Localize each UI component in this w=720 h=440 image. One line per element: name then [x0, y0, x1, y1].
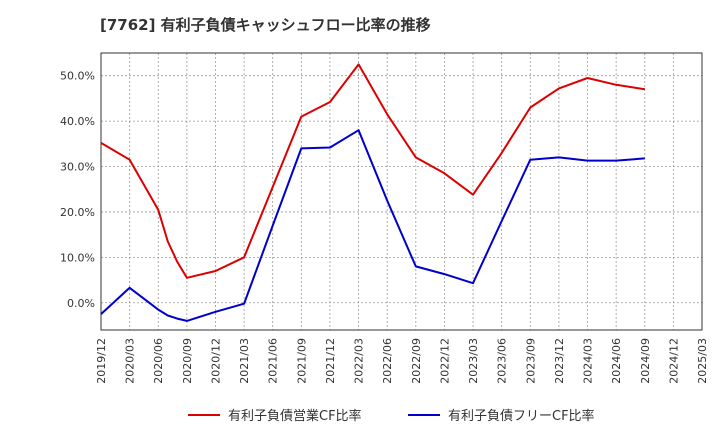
x-tick-label: 2020/09	[181, 338, 194, 384]
x-tick-label: 2020/12	[209, 338, 222, 384]
x-tick-label: 2023/12	[553, 338, 566, 384]
grid	[100, 53, 703, 330]
legend-label-1: 有利子負債営業CF比率	[228, 408, 362, 424]
x-tick-label: 2022/03	[353, 338, 366, 384]
x-tick-label: 2021/03	[238, 338, 251, 384]
y-axis-ticks: 0.0% 10.0% 20.0% 30.0% 40.0% 50.0%	[60, 70, 95, 310]
y-tick-label: 0.0%	[67, 297, 95, 310]
x-tick-label: 2023/06	[496, 338, 509, 384]
x-tick-label: 2024/12	[667, 338, 680, 384]
x-tick-label: 2020/06	[152, 338, 165, 384]
chart-title: [7762] 有利子負債キャッシュフロー比率の推移	[100, 16, 431, 34]
x-tick-label: 2024/09	[639, 338, 652, 384]
x-tick-label: 2022/12	[438, 338, 451, 384]
x-tick-label: 2021/12	[324, 338, 337, 384]
x-tick-label: 2022/06	[381, 338, 394, 384]
y-tick-label: 10.0%	[60, 251, 95, 264]
y-tick-label: 20.0%	[60, 206, 95, 219]
x-tick-label: 2020/03	[124, 338, 137, 384]
legend-label-2: 有利子負債フリーCF比率	[448, 408, 595, 424]
series-line-1	[100, 63, 645, 279]
plot-frame	[100, 52, 703, 331]
x-tick-label: 2024/03	[582, 338, 595, 384]
x-axis-ticks: 2019/12 2020/03 2020/06 2020/09 2020/12 2021/…	[95, 338, 709, 384]
series-layer	[100, 63, 645, 322]
x-tick-label: 2025/03	[696, 338, 709, 384]
y-tick-label: 40.0%	[60, 115, 95, 128]
x-tick-label: 2021/06	[267, 338, 280, 384]
x-tick-label: 2023/09	[524, 338, 537, 384]
x-tick-label: 2021/09	[295, 338, 308, 384]
x-tick-label: 2022/09	[410, 338, 423, 384]
series-line-2	[100, 129, 645, 322]
x-tick-label: 2019/12	[95, 338, 108, 384]
y-tick-label: 50.0%	[60, 70, 95, 83]
legend: 有利子負債営業CF比率 有利子負債フリーCF比率	[188, 408, 595, 424]
y-tick-label: 30.0%	[60, 161, 95, 174]
x-tick-label: 2024/06	[610, 338, 623, 384]
axes	[100, 52, 703, 331]
x-tick-label: 2023/03	[467, 338, 480, 384]
